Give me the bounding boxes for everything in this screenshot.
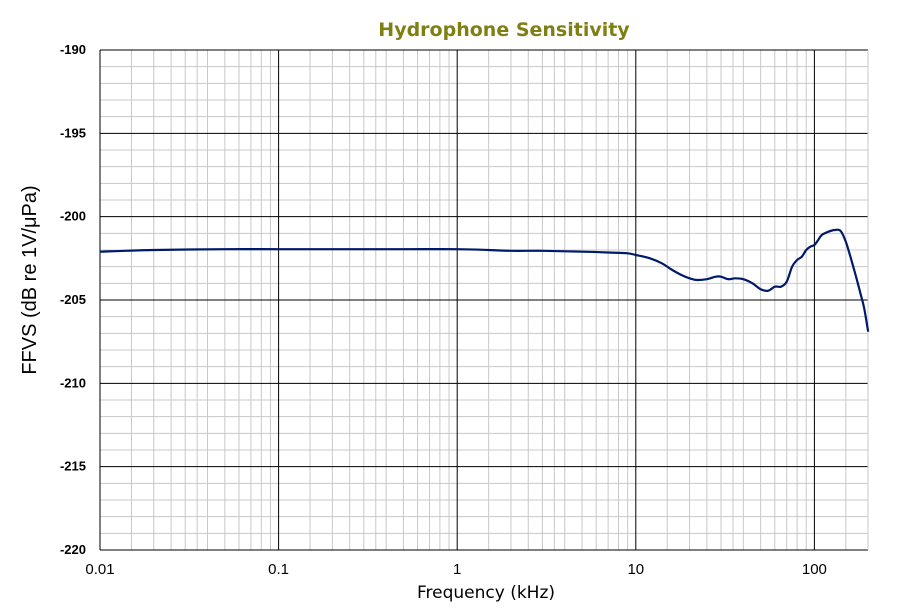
x-tick-label: 10	[627, 561, 644, 578]
y-tick-label: -215	[60, 459, 86, 474]
grid	[99, 49, 869, 551]
y-tick-label: -200	[60, 209, 86, 224]
chart-title: Hydrophone Sensitivity	[378, 19, 630, 41]
y-tick-labels: -220 -215 -210 -205 -200 -195 -190	[60, 42, 86, 557]
x-tick-label: 1	[453, 561, 461, 578]
x-tick-labels: 0.01 0.1 1 10 100	[85, 561, 827, 578]
x-tick-label: 100	[802, 561, 827, 578]
y-axis-label: FFVS (dB re 1V/μPa)	[19, 185, 41, 374]
y-tick-label: -220	[60, 542, 86, 557]
y-tick-label: -210	[60, 375, 86, 390]
y-tick-label: -190	[60, 42, 86, 57]
series-layer	[99, 228, 870, 332]
series-line	[99, 228, 870, 332]
x-axis-label: Frequency (kHz)	[417, 583, 555, 603]
y-tick-label: -195	[60, 125, 86, 140]
x-tick-label: 0.1	[268, 561, 289, 578]
x-tick-label: 0.01	[85, 561, 114, 578]
y-tick-label: -205	[60, 292, 86, 307]
